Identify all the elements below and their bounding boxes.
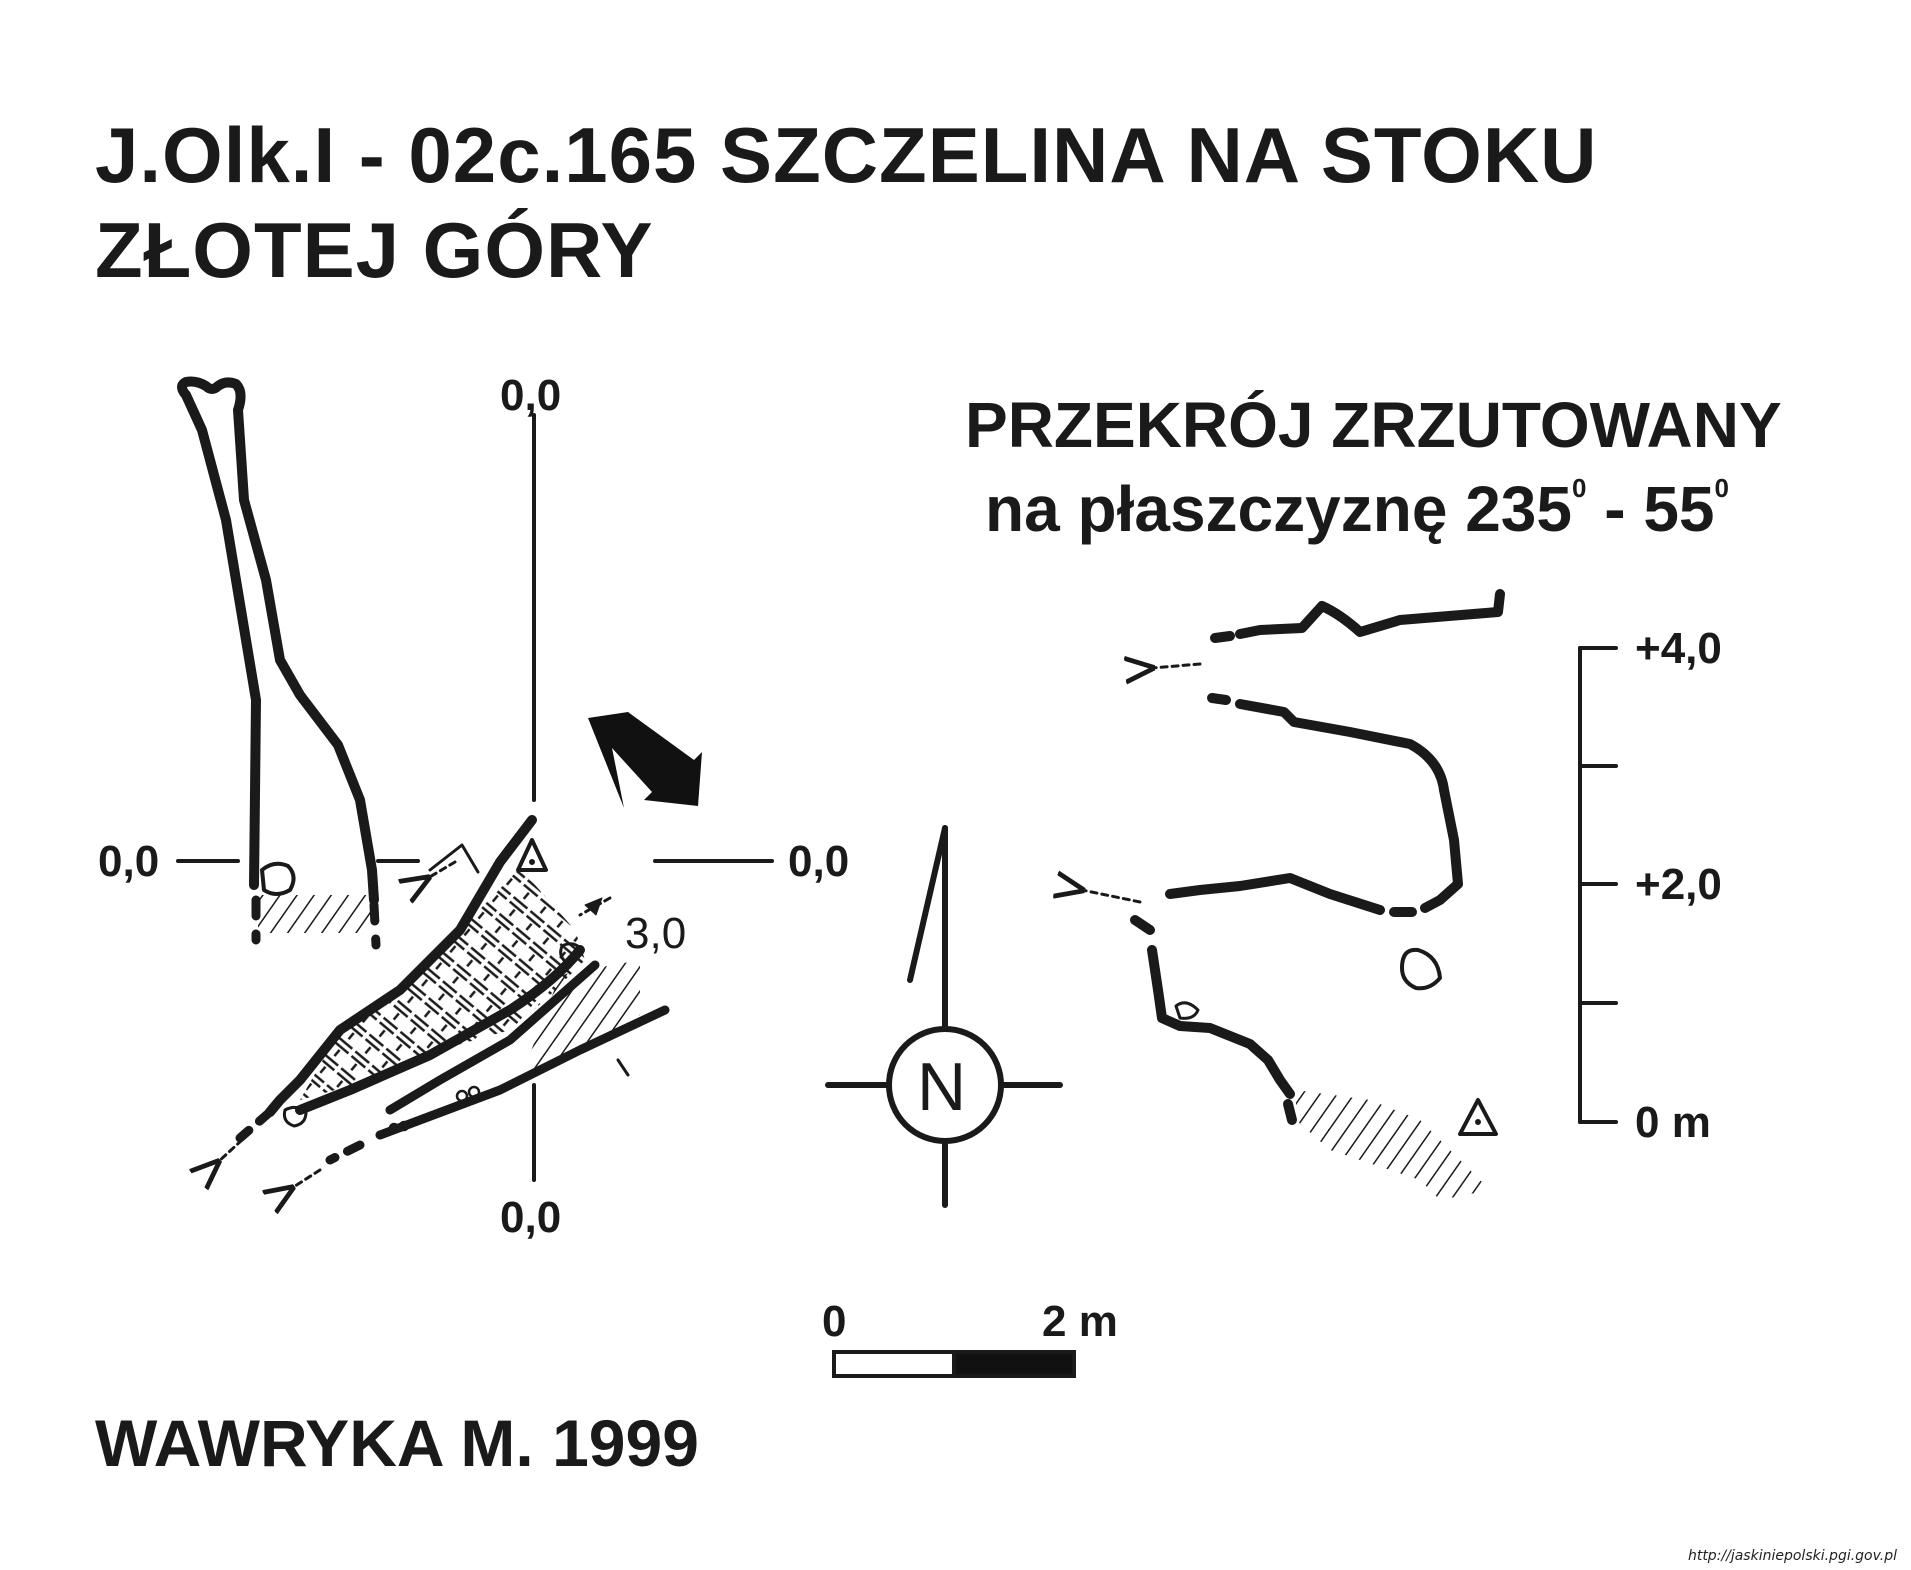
scale-label-start: 0	[822, 1297, 846, 1346]
fissure-floor-right	[369, 900, 381, 950]
section-scale-label-0: 0 m	[1635, 1098, 1711, 1147]
passage-hatch-lower	[520, 960, 640, 1080]
passage-outer-wall	[265, 815, 537, 1117]
north-compass	[825, 825, 1063, 1208]
section-arrow-upper	[1152, 664, 1202, 668]
section-mid-wall	[1165, 873, 1385, 915]
section-wall-dash-lower	[1130, 915, 1155, 935]
scale-bar	[832, 1350, 1076, 1378]
source-url: http://jaskiniepolski.pgi.gov.pl	[1687, 1548, 1897, 1564]
entrance-dot-section	[1475, 1119, 1481, 1125]
fissure-outline-left	[177, 376, 379, 905]
axis-label-right: 0,0	[788, 837, 849, 886]
tick-mark	[616, 1058, 630, 1077]
rock-symbol-2	[559, 942, 584, 964]
title-line-2: ZŁOTEJ GÓRY	[95, 206, 654, 294]
pebble-1	[455, 1089, 469, 1103]
projected-section	[1082, 589, 1618, 1200]
slope-mark	[428, 843, 480, 874]
section-plane-mid: - 55	[1586, 473, 1715, 545]
compass-needle-half	[907, 825, 948, 983]
section-floor-dash	[1283, 1099, 1297, 1125]
pebble-4	[398, 1120, 410, 1132]
depth-label: 3,0	[625, 909, 686, 958]
section-ceiling-dash	[1210, 631, 1235, 643]
pebble-2	[467, 1085, 481, 1099]
slope-arrow	[428, 860, 457, 878]
axis-label-bottom: 0,0	[500, 1193, 561, 1242]
entrance-triangle-section	[1458, 1098, 1498, 1136]
dip-arrowhead	[584, 897, 603, 916]
rubble-hatch-area	[258, 895, 372, 933]
entrance-dot-plan	[529, 859, 535, 865]
north-letter: N	[917, 1049, 966, 1125]
passage-arrow-1	[218, 1138, 244, 1162]
author-credit: WAWRYKA M. 1999	[95, 1406, 699, 1480]
pebble-3	[388, 1122, 400, 1134]
axis-label-top: 0,0	[500, 371, 561, 420]
axis-label-left: 0,0	[98, 837, 159, 886]
entrance-direction-arrow	[588, 712, 702, 808]
section-ceiling	[1235, 589, 1505, 639]
passage-inner-wall	[295, 945, 585, 1115]
section-boulder	[1400, 947, 1442, 991]
title-line-1: J.Olk.I - 02c.165 SZCZELINA NA STOKU	[95, 111, 1598, 199]
plan-view	[176, 376, 774, 1189]
section-scale-label-2: +2,0	[1635, 860, 1722, 909]
section-wall-dash-upper	[1207, 693, 1231, 705]
section-heading: PRZEKRÓJ ZRZUTOWANY	[965, 389, 1782, 461]
degree-mark-2: 0	[1714, 473, 1729, 503]
boulder-symbol	[260, 861, 296, 896]
passage-fill-cross	[300, 868, 585, 1100]
section-subheading: na płaszczyznę 2350 - 550	[985, 472, 1729, 546]
degree-mark-1: 0	[1571, 473, 1587, 503]
section-arrow-lower	[1082, 890, 1142, 904]
section-wall-right	[1235, 699, 1463, 913]
section-rubble	[1296, 1090, 1490, 1200]
scale-bar-black	[952, 1350, 1076, 1378]
scale-bar-white	[832, 1350, 956, 1378]
section-floor	[1147, 945, 1295, 1099]
rock-symbol-1	[282, 1105, 308, 1128]
dashed-continuation-1	[235, 1107, 275, 1143]
section-plane-text: na płaszczyznę 235	[985, 473, 1572, 545]
section-rock-small	[1174, 1001, 1200, 1020]
entrance-triangle-plan	[516, 838, 548, 872]
section-scale-label-4: +4,0	[1635, 624, 1722, 673]
dashed-continuation-2	[325, 1140, 365, 1165]
passage-arrow-2	[292, 1168, 322, 1188]
scale-label-end: 2 m	[1042, 1297, 1118, 1346]
